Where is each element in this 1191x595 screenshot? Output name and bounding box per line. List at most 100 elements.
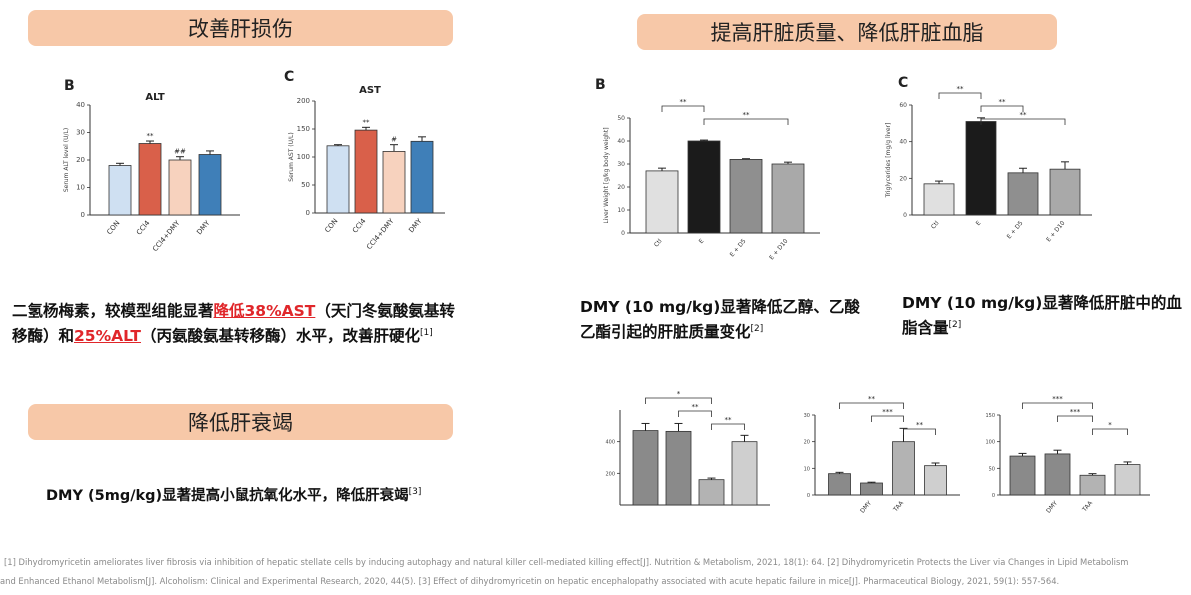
c6-bar-3 (924, 465, 947, 496)
alt-ast-description: 二氢杨梅素，较模型组能显著降低38%AST（天门冬氨酸氨基转移酶）和25%ALT… (12, 300, 467, 347)
c3-bracket-1 (703, 118, 789, 125)
c6-cat-1: DMY (859, 500, 873, 515)
c5-ytick-label-0: 200 (605, 471, 615, 477)
chart-liver-weight: B 0 10 20 30 40 50 Liver Weight [g/kg body weig… (590, 75, 825, 261)
c2-ytick-label-1: 50 (301, 181, 310, 189)
c2-cat-1: CCl4 (351, 217, 368, 235)
c1-title: ALT (145, 92, 164, 103)
c1-ylabel: Serum ALT level (U/L) (63, 128, 70, 192)
c3-cat-1: E (698, 238, 706, 246)
chart-small-3: 0 50 100 150 DMY TAA *** *** * (970, 355, 1160, 545)
c5-bar-0 (632, 430, 659, 506)
c4-bar-2 (1007, 172, 1039, 216)
c2-ytick-label-0: 0 (306, 209, 310, 217)
chart-liver-weight-svg: B 0 10 20 30 40 50 Liver Weight [g/kg body weig… (595, 77, 820, 261)
c2-annot-2: # (391, 136, 397, 144)
c3-bracket-0 (661, 105, 705, 112)
chart-ast-svg: C AST 0 50 100 150 200 Serum AST (U/L) CON ** CCl4… (284, 69, 445, 252)
c6-bar-1 (860, 482, 883, 496)
c3-cat-2: E + D5 (729, 238, 748, 259)
c5-bracket-2 (711, 423, 745, 430)
c1-cat-2: CCl4+DMY (151, 219, 182, 254)
c1-cat-0: CON (105, 219, 121, 236)
c1-ytick-label-2: 20 (76, 156, 85, 164)
banner-liver-failure: 降低肝衰竭 (28, 404, 453, 440)
c4-bracket-label-0: ** (957, 85, 965, 93)
c4-panel-letter: C (898, 75, 908, 91)
chart-triglycerides: C 0 20 40 60 Triglycerides [mg/g liver] Ctl E E … (870, 75, 1100, 255)
c7-bracket-1 (1057, 415, 1093, 422)
c3-ytick-label-0: 0 (621, 230, 625, 237)
c1-bar-3 (198, 154, 222, 216)
c5-bar-1 (665, 430, 692, 506)
lipid-text: DMY (10 mg/kg)显著降低肝脏中的血脂含量 (902, 294, 1182, 338)
c6-bracket-0 (839, 402, 904, 409)
c3-ytick-label-5: 50 (617, 115, 625, 122)
c4-bracket-0 (938, 92, 982, 99)
c2-bar-3 (410, 140, 434, 214)
c2-title: AST (359, 85, 381, 96)
c5-ytick-label-1: 400 (605, 440, 615, 446)
c2-ytick-label-2: 100 (297, 153, 310, 161)
c6-bracket-2 (903, 428, 936, 435)
c3-bar-2 (729, 159, 763, 234)
c1-bar-2 (168, 159, 192, 216)
chart-alt: B ALT 0 10 20 30 40 Serum ALT level (U/L) CON ** C… (50, 70, 250, 270)
c5-bar-2 (698, 479, 725, 506)
c1-ytick-label-0: 0 (81, 211, 85, 219)
chart-triglycerides-svg: C 0 20 40 60 Triglycerides [mg/g liver] Ctl E E … (885, 75, 1092, 244)
c4-cat-0: Ctl (930, 220, 941, 231)
banner-liver-quality: 提高肝脏质量、降低肝脏血脂 (637, 14, 1057, 50)
c6-bar-2 (892, 441, 915, 496)
c6-ytick-label-1: 10 (804, 466, 810, 472)
chart-small-1: 200 400 * ** ** (590, 350, 780, 545)
c3-cat-0: Ctl (653, 238, 664, 249)
c7-bar-0 (1009, 455, 1036, 496)
c7-bar-3 (1114, 464, 1141, 496)
c4-cat-2: E + D5 (1006, 220, 1025, 241)
c7-bar-1 (1044, 453, 1071, 496)
alt-ast-text-3: （丙氨酸氨基转移酶）水平，改善肝硬化 (141, 327, 421, 346)
c3-ytick-label-4: 40 (617, 138, 625, 145)
c2-bar-0 (326, 145, 350, 214)
c3-bar-3 (771, 163, 805, 234)
c2-annot-1: ** (363, 118, 371, 126)
c6-bracket-label-2: ** (916, 421, 924, 429)
c1-annot-1: ** (147, 132, 155, 140)
c1-ytick-label-1: 10 (76, 184, 85, 192)
liver-quality-text: DMY (10 mg/kg)显著降低乙醇、乙酸乙酯引起的肝脏质量变化 (580, 298, 860, 342)
c3-bracket-label-0: ** (680, 98, 688, 106)
c7-bar-2 (1079, 474, 1106, 496)
c5-bracket-label-1: ** (692, 403, 700, 411)
c7-bracket-label-2: * (1108, 421, 1112, 429)
banner-liver-damage: 改善肝损伤 (28, 10, 453, 46)
c4-bar-1 (965, 121, 997, 216)
c7-bracket-label-0: *** (1052, 395, 1063, 403)
c2-ylabel: Serum AST (U/L) (288, 132, 295, 181)
c4-ytick-label-2: 40 (899, 139, 907, 146)
c7-bracket-label-1: *** (1070, 408, 1081, 416)
c1-bar-0 (108, 165, 132, 216)
c2-cat-3: DMY (407, 217, 424, 235)
failure-text: DMY (5mg/kg)显著提高小鼠抗氧化水平，降低肝衰竭 (46, 487, 409, 504)
c4-cat-3: E + D10 (1045, 220, 1066, 244)
chart-ast: C AST 0 50 100 150 200 Serum AST (U/L) CON ** CCl4… (270, 65, 460, 270)
c4-cat-1: E (975, 220, 983, 228)
c6-bracket-label-1: *** (882, 408, 893, 416)
references: [1] Dihydromyricetin ameliorates liver f… (0, 553, 1191, 591)
c6-ytick-label-0: 0 (807, 493, 810, 499)
c3-bracket-label-1: ** (743, 111, 751, 119)
c7-bracket-0 (1022, 402, 1093, 409)
c3-ytick-label-2: 20 (617, 184, 625, 191)
c4-bracket-1 (980, 105, 1024, 112)
alt-ast-text-1: 二氢杨梅素，较模型组能显著 (12, 302, 214, 320)
c7-bracket-2 (1092, 428, 1128, 435)
c4-ytick-label-1: 20 (899, 175, 907, 182)
c2-cat-2: CCl4+DMY (365, 217, 396, 252)
alt-ast-highlight-ast: 降低38%AST (213, 302, 316, 320)
c4-ytick-label-3: 60 (899, 102, 907, 109)
c7-ytick-label-3: 150 (985, 413, 995, 419)
